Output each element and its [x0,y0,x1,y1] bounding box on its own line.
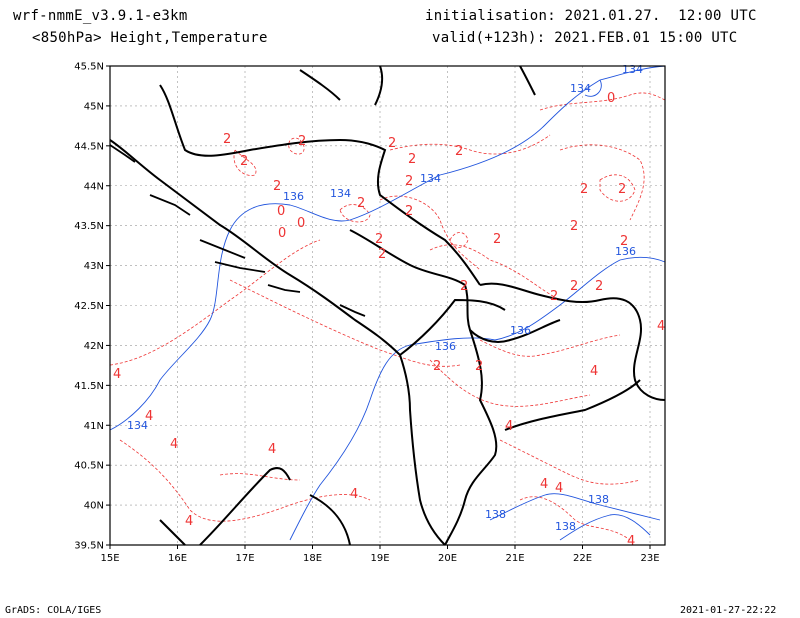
height-label: 134 [622,63,643,76]
lon-tick-label: 21E [505,553,524,564]
temp-label: 2 [375,232,383,247]
height-label: 134 [330,187,351,200]
height-label: 136 [510,324,531,337]
lat-tick-label: 45.5N [74,62,104,73]
field-title: <850hPa> Height,Temperature [32,30,268,46]
temp-label: 4 [113,367,121,382]
height-label: 138 [485,508,506,521]
temp-label: 4 [627,534,635,549]
temp-label: 4 [505,419,513,434]
temperature-labels: 2 2 2 2 2 2 2 2 2 2 2 2 2 2 2 2 2 2 2 2 … [113,91,665,549]
axis-ticks: 15E 16E 17E 18E 19E 20E 21E 22E 23E 45.5N 45N 44.5N… [74,62,659,565]
lat-tick-label: 42.5N [74,301,104,312]
lon-tick-label: 15E [100,553,119,564]
lat-tick-label: 40N [84,501,104,512]
lon-tick-label: 19E [370,553,389,564]
temp-label: 4 [145,409,153,424]
temp-label: 2 [475,359,483,374]
lat-tick-label: 39.5N [74,541,104,552]
model-title: wrf-nmmE_v3.9.1-e3km [13,8,188,24]
temp-label: 2 [570,279,578,294]
lat-tick-label: 41.5N [74,381,104,392]
valid-time: valid(+123h): 2021.FEB.01 15:00 UTC [432,30,738,46]
temp-label: 2 [273,179,281,194]
temp-label: 2 [493,232,501,247]
temp-label: 2 [620,234,628,249]
height-label: 136 [435,340,456,353]
height-label: 134 [570,82,591,95]
temp-label: 4 [540,477,548,492]
temp-label: 2 [298,134,306,149]
height-contours [109,65,666,541]
lon-tick-label: 16E [168,553,187,564]
height-label: 138 [588,493,609,506]
lat-tick-label: 40.5N [74,461,104,472]
temp-label: 2 [405,204,413,219]
temp-label: 0 [297,216,305,231]
temp-label: 4 [657,319,665,334]
temp-label: 4 [268,442,276,457]
temp-label: 2 [357,196,365,211]
temp-label: 2 [240,154,248,169]
temp-label: 2 [550,289,558,304]
temp-label: 2 [455,144,463,159]
lat-tick-label: 44.5N [74,141,104,152]
height-label: 134 [127,419,148,432]
temp-label: 2 [408,152,416,167]
temp-label: 2 [378,247,386,262]
height-label: 138 [555,520,576,533]
temp-label: 2 [618,182,626,197]
height-label: 134 [420,172,441,185]
lat-tick-label: 43N [84,261,104,272]
temperature-contours [109,92,666,541]
temp-label: 2 [580,182,588,197]
height-labels: 134 134 134 134 136 136 136 136 138 138 … [127,63,643,533]
lat-tick-label: 45N [84,101,104,112]
lat-tick-label: 44N [84,181,104,192]
temp-label: 2 [595,279,603,294]
temp-label: 4 [350,487,358,502]
temp-label: 2 [460,279,468,294]
lat-tick-label: 43.5N [74,221,104,232]
footer-timestamp: 2021-01-27-22:22 [680,605,777,616]
lat-tick-label: 42N [84,341,104,352]
temp-label: 0 [277,204,285,219]
lon-tick-label: 17E [235,553,254,564]
temp-label: 2 [405,174,413,189]
temp-label: 2 [388,136,396,151]
temp-label: 4 [590,364,598,379]
height-label: 136 [615,245,636,258]
temp-label: 0 [278,226,286,241]
temp-label: 2 [433,359,441,374]
temp-label: 0 [607,91,615,106]
height-label: 136 [283,190,304,203]
islands [109,144,366,317]
coastlines [109,65,666,546]
temp-label: 4 [555,481,563,496]
temp-label: 4 [170,437,178,452]
init-time: initialisation: 2021.01.27. 12:00 UTC [425,8,757,24]
temp-label: 2 [570,219,578,234]
temp-label: 2 [223,132,231,147]
lon-tick-label: 23E [640,553,659,564]
footer-software: GrADS: COLA/IGES [5,605,102,616]
lon-tick-label: 22E [573,553,592,564]
lon-tick-label: 20E [438,553,457,564]
lat-tick-label: 41N [84,421,104,432]
lon-tick-label: 18E [303,553,322,564]
temp-label: 4 [185,514,193,529]
